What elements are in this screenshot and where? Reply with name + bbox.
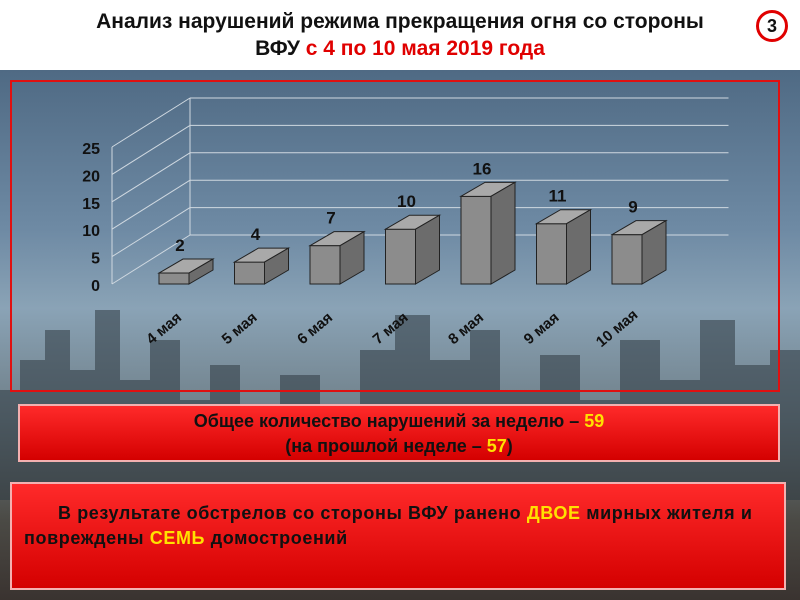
value-label: 2 bbox=[175, 236, 184, 255]
y-tick-label: 25 bbox=[82, 141, 100, 158]
x-tick-label: 5 мая bbox=[219, 309, 261, 348]
chart-frame: 0 5 10 15 20 25 2 4 7 10 16 11 9 4 мая 5 мая 6 мая 7 м… bbox=[10, 80, 780, 392]
houses-count: СЕМЬ bbox=[149, 528, 206, 548]
value-label: 7 bbox=[326, 209, 335, 228]
consequences-part1: В результате обстрелов со стороны ВФУ ра… bbox=[58, 503, 527, 523]
grid-diagonal bbox=[111, 124, 191, 175]
bar bbox=[232, 247, 291, 285]
bar bbox=[157, 258, 215, 285]
bar-chart: 0 5 10 15 20 25 2 4 7 10 16 11 9 4 мая 5 мая 6 мая 7 м… bbox=[82, 97, 729, 351]
title-line2-red: с 4 по 10 мая 2019 года bbox=[299, 37, 545, 60]
x-tick-label: 7 мая bbox=[370, 309, 412, 348]
x-tick-label: 6 мая bbox=[294, 309, 336, 348]
grid-diagonal bbox=[111, 179, 191, 230]
value-label: 11 bbox=[549, 187, 567, 206]
page-number-badge: 3 bbox=[756, 10, 788, 42]
last-week-prefix: (на прошлой неделе – bbox=[285, 436, 487, 456]
header: Анализ нарушений режима прекращения огня… bbox=[0, 0, 800, 70]
page-title: Анализ нарушений режима прекращения огня… bbox=[40, 8, 760, 62]
title-line2-black: ВФУ bbox=[255, 37, 300, 60]
bar bbox=[383, 214, 442, 285]
value-label: 4 bbox=[251, 225, 261, 244]
weekly-total-box: Общее количество нарушений за неделю – 5… bbox=[18, 404, 780, 462]
y-tick-label: 10 bbox=[82, 223, 100, 240]
consequences-part3: домостроений bbox=[205, 528, 348, 548]
consequences-part2: мирных жителя и повреждены bbox=[24, 503, 753, 548]
x-tick-label: 10 мая bbox=[593, 306, 641, 350]
grid-diagonal bbox=[111, 234, 191, 285]
bar bbox=[610, 219, 668, 285]
last-week-suffix: ) bbox=[506, 436, 513, 456]
weekly-total-text: Общее количество нарушений за неделю – bbox=[193, 411, 585, 431]
bar bbox=[459, 181, 517, 285]
grid-diagonal bbox=[111, 207, 191, 258]
x-tick-label: 9 мая bbox=[521, 309, 563, 348]
y-tick-label: 15 bbox=[82, 196, 100, 213]
value-label: 16 bbox=[473, 159, 492, 178]
wounded-count: ДВОЕ bbox=[526, 503, 581, 523]
x-tick-label: 8 мая bbox=[445, 309, 487, 348]
bar bbox=[308, 230, 366, 285]
x-tick-label: 4 мая bbox=[143, 309, 185, 348]
grid-diagonal bbox=[111, 152, 191, 203]
y-tick-label: 0 bbox=[91, 278, 100, 295]
grid-diagonal bbox=[111, 97, 191, 148]
y-tick-label: 20 bbox=[82, 168, 100, 185]
consequences-box: В результате обстрелов со стороны ВФУ ра… bbox=[10, 482, 786, 590]
weekly-total-value: 59 bbox=[584, 411, 605, 431]
title-line1: Анализ нарушений режима прекращения огня… bbox=[96, 10, 704, 33]
bar bbox=[534, 208, 593, 285]
value-label: 10 bbox=[397, 192, 416, 211]
value-label: 9 bbox=[628, 198, 637, 217]
y-tick-label: 5 bbox=[91, 251, 100, 268]
last-week-value: 57 bbox=[486, 436, 507, 456]
